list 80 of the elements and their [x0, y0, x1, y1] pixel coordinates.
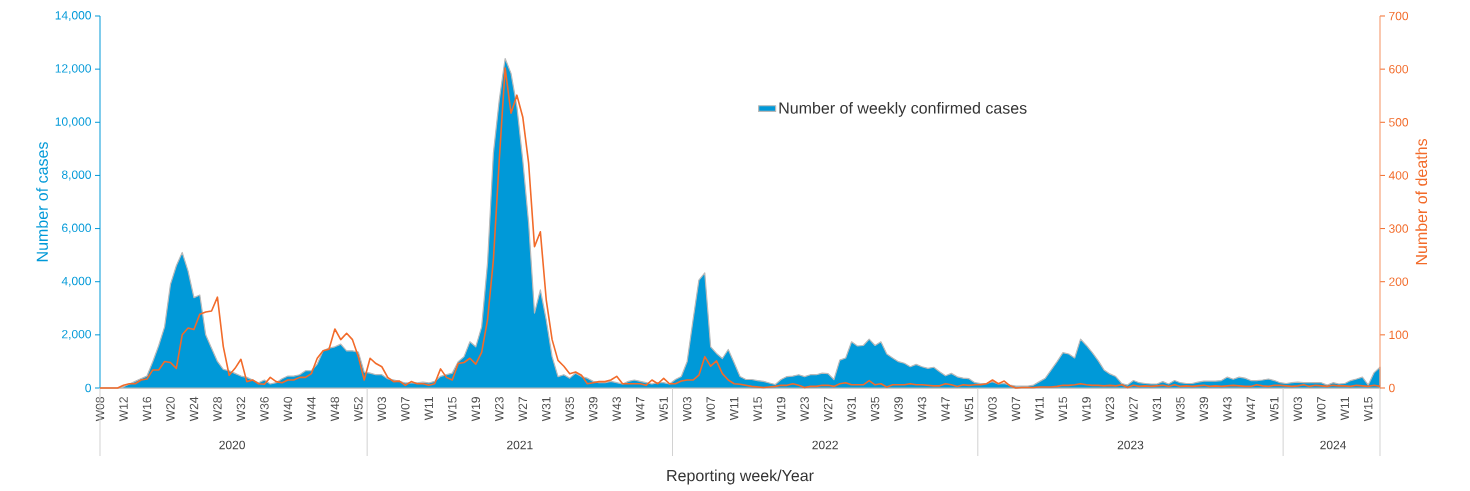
x-tick-label: W28 — [213, 397, 222, 422]
x-tick-label: W39 — [588, 397, 598, 422]
x-tick-label: W31 — [1152, 397, 1162, 422]
text: 2024 — [1320, 440, 1347, 450]
x-tick-label: W11 — [424, 397, 433, 421]
x-tick-label: W15 — [1364, 397, 1373, 422]
x-tick-label: W47 — [636, 397, 645, 422]
x-tick-label: W39 — [1199, 397, 1209, 422]
text: 2023 — [1117, 440, 1144, 450]
x-tick-label: W40 — [283, 396, 293, 422]
y-tick-label: 10,000 — [55, 117, 91, 128]
x-tick-label: W11 — [1035, 397, 1044, 421]
text: 2021 — [507, 440, 533, 450]
x-tick-label: W31 — [847, 397, 856, 422]
y-tick-label: 6,000 — [62, 223, 92, 234]
y2-tick-label: 500 — [1389, 118, 1409, 127]
y2-tick-label: 400 — [1388, 171, 1409, 180]
y2-tick-label: 0 — [1389, 383, 1395, 393]
x-tick-label: W07 — [706, 397, 715, 422]
x-tick-label: W27 — [1129, 397, 1138, 422]
y2-tick-label: 100 — [1389, 330, 1409, 340]
x-tick-label: W51 — [1270, 397, 1279, 422]
x-tick-label: W15 — [1058, 397, 1068, 422]
y2-tick-label: 700 — [1389, 11, 1409, 21]
x-tick-label: W48 — [330, 397, 340, 422]
x-tick-label: W35 — [1176, 397, 1185, 422]
x-tick-label: W16 — [142, 397, 152, 422]
text: 2020 — [219, 440, 245, 450]
x-tick-label: W08 — [95, 397, 105, 422]
y-tick-label: 0 — [85, 383, 92, 393]
x-tick-label: W03 — [1293, 397, 1303, 422]
x-tick-label: W47 — [941, 397, 950, 422]
y-axis-title: Number of cases — [36, 142, 48, 262]
x-tick-label: W51 — [659, 397, 668, 422]
x-tick-label: W32 — [236, 397, 246, 422]
x-tick-label: W19 — [1082, 397, 1091, 422]
x-tick-label: W44 — [307, 396, 316, 422]
x-tick-label: W35 — [565, 397, 574, 422]
x-tick-label: W15 — [753, 397, 762, 422]
y2-tick-label: 300 — [1388, 224, 1409, 233]
x-tick-label: W35 — [870, 397, 880, 422]
x-tick-label: W24 — [189, 396, 199, 422]
x-tick-label: W23 — [1105, 397, 1115, 422]
legend-label: Number of weekly confirmed cases — [779, 102, 1027, 117]
x-tick-label: W51 — [964, 397, 974, 422]
x-tick-label: W31 — [542, 397, 551, 422]
x-tick-label: W03 — [377, 397, 387, 422]
x-tick-label: W43 — [1223, 397, 1232, 422]
x-axis-title: Reporting week/Year — [667, 469, 814, 485]
x-tick-label: W07 — [1011, 397, 1021, 422]
y-tick-label: 2,000 — [62, 329, 92, 340]
x-tick-label: W03 — [682, 397, 692, 422]
x-tick-label: W27 — [518, 397, 527, 422]
y-tick-label: 8,000 — [61, 170, 92, 181]
y-tick-label: 4,000 — [61, 276, 92, 287]
y-tick-label: 12,000 — [55, 64, 91, 75]
x-tick-label: W43 — [612, 397, 621, 422]
x-tick-label: W23 — [800, 397, 809, 422]
x-tick-label: W47 — [1246, 397, 1255, 422]
x-tick-label: W07 — [401, 397, 410, 422]
x-tick-label: W19 — [776, 397, 786, 422]
y2-tick-label: 200 — [1389, 277, 1409, 286]
x-tick-label: W20 — [166, 396, 175, 422]
x-tick-label: W23 — [495, 397, 504, 422]
x-tick-label: W12 — [119, 397, 128, 422]
x-tick-label: W43 — [917, 397, 927, 422]
x-tick-label: W36 — [260, 397, 269, 422]
x-tick-label: W15 — [448, 397, 457, 422]
x-tick-label: W07 — [1317, 397, 1326, 422]
x-tick-label: W19 — [471, 397, 481, 422]
y-tick-label: 14,000 — [55, 11, 91, 21]
x-tick-label: W11 — [1340, 397, 1349, 421]
x-tick-label: W52 — [354, 397, 363, 422]
text: 2022 — [812, 440, 838, 450]
y2-tick-label: 600 — [1389, 64, 1409, 74]
x-tick-label: W39 — [894, 397, 903, 422]
y2-axis-title: Number of deaths — [1415, 139, 1428, 265]
x-tick-label: W11 — [730, 397, 739, 421]
x-tick-label: W03 — [988, 397, 997, 422]
x-tick-label: W27 — [823, 397, 833, 422]
